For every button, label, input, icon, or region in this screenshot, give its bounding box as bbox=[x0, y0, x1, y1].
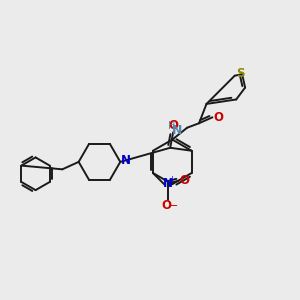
Text: O: O bbox=[213, 111, 224, 124]
Text: O: O bbox=[161, 199, 171, 212]
Text: +: + bbox=[168, 175, 175, 184]
Text: N: N bbox=[163, 177, 173, 190]
Text: N: N bbox=[172, 124, 182, 137]
Text: N: N bbox=[121, 154, 130, 167]
Text: −: − bbox=[169, 201, 178, 211]
Text: O: O bbox=[179, 174, 189, 187]
Text: O: O bbox=[168, 119, 178, 132]
Text: S: S bbox=[236, 67, 244, 80]
Text: H: H bbox=[168, 121, 175, 131]
